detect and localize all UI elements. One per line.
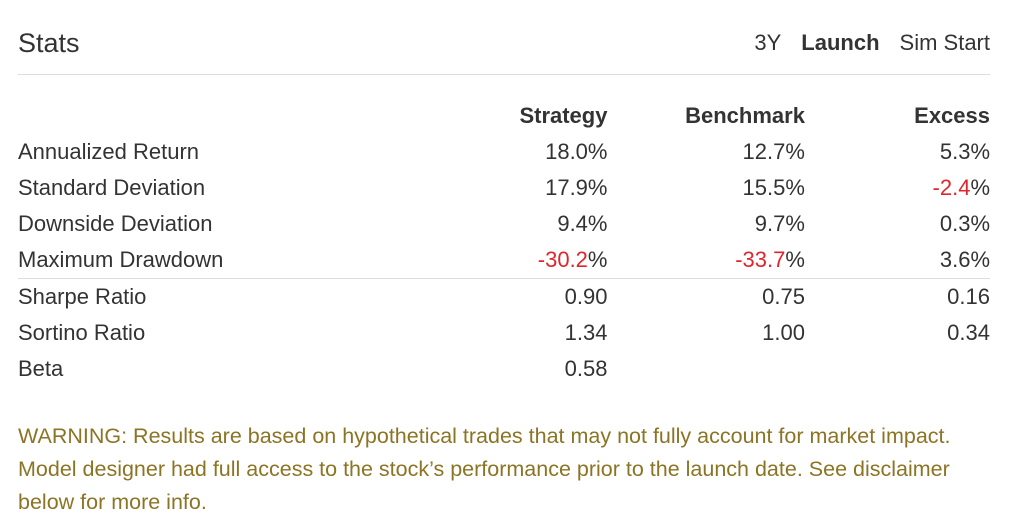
cell-benchmark: 12.7% <box>607 134 805 170</box>
cell-benchmark: 15.5% <box>607 170 805 206</box>
col-excess: Excess <box>914 103 990 128</box>
cell-benchmark <box>607 351 804 387</box>
row-label: Annualized Return <box>18 139 200 164</box>
row-label: Downside Deviation <box>18 211 213 236</box>
cell-benchmark: 0.75 <box>607 278 805 315</box>
row-label: Sortino Ratio <box>18 320 146 345</box>
cell-strategy: 0.58 <box>419 351 608 387</box>
cell-value: 0.75 <box>762 284 805 309</box>
row-label: Sharpe Ratio <box>18 278 420 315</box>
cell-suffix: % <box>970 139 990 164</box>
cell-benchmark: 9.7% <box>607 206 805 242</box>
cell-value: 15.5 <box>742 175 786 200</box>
table-row: Sharpe Ratio 0.90 0.75 0.16 <box>18 278 990 315</box>
cell-suffix: % <box>785 211 805 236</box>
cell-value: 9.7 <box>754 211 786 236</box>
cell-value: 0.90 <box>564 284 608 309</box>
col-benchmark: Benchmark <box>685 103 805 128</box>
cell-value: 0.16 <box>947 284 990 309</box>
cell-value: 1.00 <box>762 320 805 345</box>
tab-3y[interactable]: 3Y <box>754 30 782 55</box>
cell-excess: 0.16 <box>804 278 990 315</box>
cell-strategy: 0.90 <box>419 278 608 315</box>
row-label: Standard Deviation <box>18 175 206 200</box>
row-label: Maximum Drawdown <box>18 247 224 272</box>
cell-excess: 3.6% <box>805 242 990 279</box>
cell-suffix: % <box>970 175 990 200</box>
cell-value: 0.34 <box>947 320 990 345</box>
tab-sim-start[interactable]: Sim Start <box>899 30 990 55</box>
cell-excess: 0.34 <box>805 315 990 351</box>
col-strategy: Strategy <box>519 103 608 128</box>
cell-strategy: -30.2% <box>419 242 608 279</box>
cell-suffix: % <box>970 211 990 236</box>
cell-value: 0.58 <box>564 356 608 381</box>
panel-title: Stats <box>18 28 80 58</box>
cell-value: 1.34 <box>564 320 608 345</box>
table-row: Maximum Drawdown -30.2% -33.7% 3.6% <box>18 242 990 279</box>
table-row: Beta 0.58 <box>18 351 990 387</box>
tab-launch[interactable]: Launch <box>801 30 880 55</box>
empty-header <box>18 98 419 134</box>
cell-value: 17.9 <box>545 175 588 200</box>
table-row: Sortino Ratio 1.34 1.00 0.34 <box>18 315 990 351</box>
row-label: Beta <box>18 356 64 381</box>
cell-suffix: % <box>785 139 805 164</box>
cell-value: 12.7 <box>742 139 786 164</box>
cell-value: 5.3 <box>939 139 971 164</box>
warning-text: WARNING: Results are based on hypothetic… <box>18 424 951 514</box>
cell-suffix: % <box>587 211 608 236</box>
table-row: Downside Deviation 9.4% 9.7% 0.3% <box>18 206 990 242</box>
cell-suffix: % <box>785 175 805 200</box>
table-row: Standard Deviation 17.9% 15.5% -2.4% <box>18 170 990 206</box>
cell-excess: -2.4% <box>805 170 990 206</box>
stats-header: Stats 3Y Launch Sim Start <box>18 26 990 75</box>
cell-value: 18.0 <box>545 139 588 164</box>
cell-strategy: 18.0% <box>419 134 607 170</box>
cell-value: 3.6 <box>939 247 971 272</box>
cell-suffix: % <box>587 139 608 164</box>
cell-suffix: % <box>785 247 805 272</box>
cell-value: -30.2 <box>537 247 588 272</box>
cell-suffix: % <box>587 247 608 272</box>
cell-suffix: % <box>587 175 608 200</box>
cell-excess <box>805 351 990 387</box>
cell-excess: 5.3% <box>805 134 990 170</box>
period-tabs: 3Y Launch Sim Start <box>754 30 990 56</box>
cell-excess: 0.3% <box>805 206 990 242</box>
cell-benchmark: 1.00 <box>607 315 805 351</box>
cell-benchmark: -33.7% <box>607 242 805 279</box>
cell-strategy: 1.34 <box>419 315 608 351</box>
cell-suffix: % <box>970 247 990 272</box>
cell-strategy: 9.4% <box>419 206 607 242</box>
table-row: Annualized Return 18.0% 12.7% 5.3% <box>18 134 990 170</box>
cell-value: -2.4 <box>932 175 971 200</box>
cell-strategy: 17.9% <box>419 170 607 206</box>
cell-value: -33.7 <box>735 247 786 272</box>
cell-value: 9.4 <box>557 211 588 236</box>
cell-value: 0.3 <box>939 211 971 236</box>
stats-table: Strategy Benchmark Excess Annualized Ret… <box>18 98 990 387</box>
